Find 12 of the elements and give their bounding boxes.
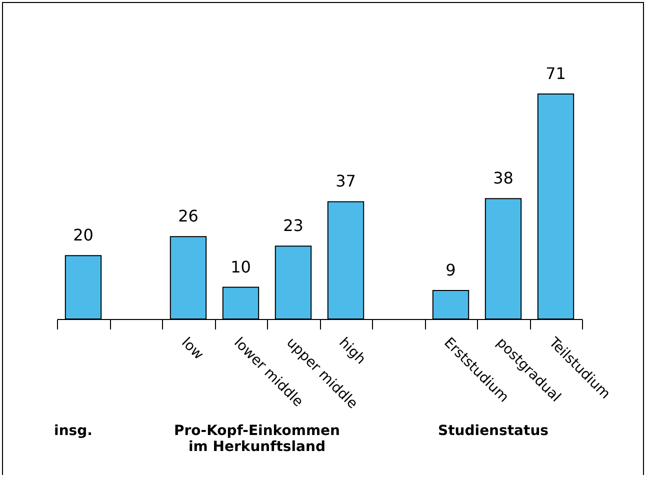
text: insg. [53, 423, 94, 439]
data-label: 9 [446, 260, 456, 280]
data-label: 23 [283, 216, 304, 236]
data-label: 20 [73, 226, 94, 245]
data-label: 38 [493, 168, 514, 188]
data-label: 26 [178, 206, 198, 226]
data-label: 37 [336, 172, 356, 191]
text: Studienstatus [437, 423, 550, 439]
text: Pro-Kopf-Einkommen im Herkunftsland [172, 423, 341, 455]
x-tick-label: low [178, 334, 206, 364]
data-label: 71 [546, 64, 566, 83]
data-label: 10 [230, 257, 251, 276]
